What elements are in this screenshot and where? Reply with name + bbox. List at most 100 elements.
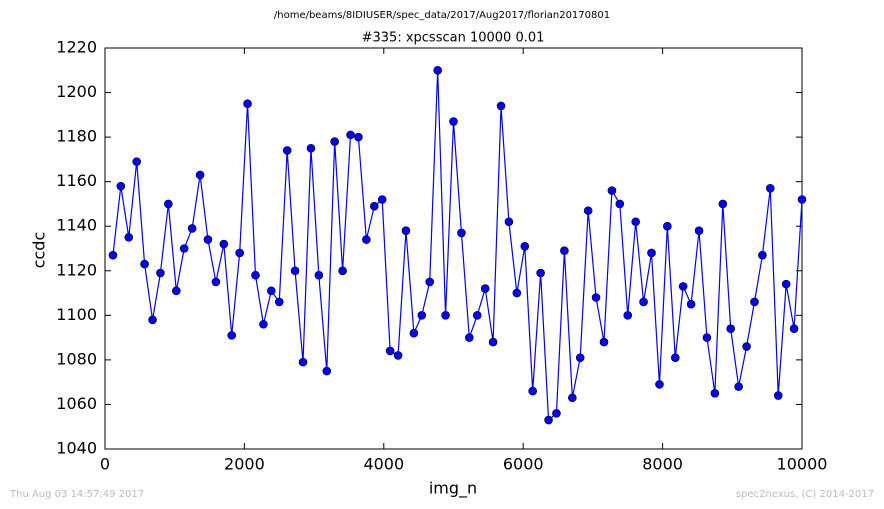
data-point bbox=[354, 132, 363, 142]
data-point bbox=[235, 248, 244, 258]
data-point bbox=[789, 324, 799, 334]
y-tick-label: 1220 bbox=[56, 38, 97, 57]
data-point bbox=[591, 293, 601, 302]
data-point bbox=[568, 393, 577, 403]
data-point bbox=[560, 246, 569, 256]
data-point bbox=[140, 259, 149, 269]
y-tick-label: 1200 bbox=[56, 82, 97, 101]
x-tick-label: 0 bbox=[100, 455, 110, 474]
data-point bbox=[393, 351, 403, 360]
data-point bbox=[243, 99, 252, 108]
data-point bbox=[655, 380, 664, 389]
data-point bbox=[623, 311, 633, 320]
data-point bbox=[195, 170, 205, 180]
data-point bbox=[488, 337, 498, 347]
data-point bbox=[179, 244, 189, 253]
data-point bbox=[298, 357, 308, 367]
data-point bbox=[172, 286, 181, 296]
data-point bbox=[726, 324, 735, 334]
data-point bbox=[362, 235, 371, 244]
data-point bbox=[552, 409, 561, 418]
data-point bbox=[465, 333, 474, 342]
data-point bbox=[773, 391, 783, 400]
data-point bbox=[417, 311, 427, 320]
data-point bbox=[670, 353, 680, 362]
y-tick-label: 1040 bbox=[56, 439, 97, 458]
data-point bbox=[187, 224, 197, 233]
data-point bbox=[750, 297, 759, 307]
data-point bbox=[441, 311, 450, 320]
data-point bbox=[575, 353, 585, 362]
data-point bbox=[132, 157, 142, 166]
data-point bbox=[370, 201, 379, 211]
data-point bbox=[694, 226, 704, 235]
data-point bbox=[536, 268, 545, 278]
data-point bbox=[346, 130, 355, 140]
data-point bbox=[108, 250, 118, 260]
y-axis-label: ccdc bbox=[30, 232, 49, 269]
data-point bbox=[449, 117, 458, 126]
data-point bbox=[615, 199, 625, 209]
data-point bbox=[734, 382, 743, 391]
plot-frame bbox=[104, 47, 803, 450]
data-point bbox=[631, 217, 640, 227]
y-tick-label: 1100 bbox=[56, 305, 97, 324]
data-point bbox=[290, 266, 300, 276]
y-tick-label: 1180 bbox=[56, 127, 97, 146]
x-tick-label: 4000 bbox=[363, 455, 404, 474]
data-point bbox=[663, 221, 672, 231]
data-point bbox=[512, 288, 522, 298]
data-point bbox=[259, 319, 268, 329]
data-point bbox=[156, 268, 165, 278]
x-tick-label: 6000 bbox=[503, 455, 544, 474]
y-tick-label: 1060 bbox=[56, 394, 97, 413]
data-point bbox=[480, 284, 490, 293]
data-point bbox=[203, 235, 213, 244]
x-tick-label: 8000 bbox=[642, 455, 683, 474]
data-point bbox=[219, 239, 229, 249]
data-point bbox=[330, 137, 339, 146]
data-point bbox=[322, 366, 332, 376]
data-point bbox=[409, 328, 419, 338]
y-tick-label: 1120 bbox=[56, 260, 97, 279]
series-line bbox=[112, 70, 803, 422]
footer-right: spec2nexus, (C) 2014-2017 bbox=[736, 489, 874, 500]
footer-left: Thu Aug 03 14:57:49 2017 bbox=[9, 489, 144, 500]
data-point bbox=[116, 181, 126, 191]
data-point bbox=[306, 143, 316, 153]
data-point bbox=[607, 186, 617, 195]
data-point bbox=[742, 342, 751, 351]
data-point bbox=[457, 228, 466, 238]
data-point bbox=[401, 226, 411, 235]
x-tick-label: 2000 bbox=[224, 455, 265, 474]
chart-title: #335: xpcsscan 10000 0.01 bbox=[362, 31, 545, 46]
data-point bbox=[686, 299, 696, 309]
data-point bbox=[765, 184, 775, 193]
data-point bbox=[797, 195, 807, 204]
data-point bbox=[211, 277, 221, 287]
data-point bbox=[124, 233, 134, 242]
data-point bbox=[227, 331, 237, 340]
data-point bbox=[338, 266, 347, 276]
y-tick-label: 1160 bbox=[56, 171, 97, 190]
data-point bbox=[710, 389, 720, 398]
data-point bbox=[647, 248, 656, 258]
data-point bbox=[282, 146, 292, 155]
y-tick-label: 1140 bbox=[56, 216, 97, 235]
data-point bbox=[425, 277, 435, 287]
data-point bbox=[781, 279, 791, 289]
data-point bbox=[433, 65, 442, 75]
x-axis-label: img_n bbox=[429, 479, 477, 499]
data-point bbox=[599, 337, 609, 347]
data-point bbox=[718, 199, 728, 209]
y-tick-label: 1080 bbox=[56, 349, 97, 368]
data-point bbox=[528, 386, 537, 396]
data-point bbox=[267, 286, 276, 296]
data-point bbox=[274, 297, 284, 307]
data-point bbox=[314, 270, 324, 280]
data-point bbox=[385, 346, 395, 356]
data-point bbox=[758, 250, 767, 260]
x-tick-label: 10000 bbox=[777, 455, 828, 474]
